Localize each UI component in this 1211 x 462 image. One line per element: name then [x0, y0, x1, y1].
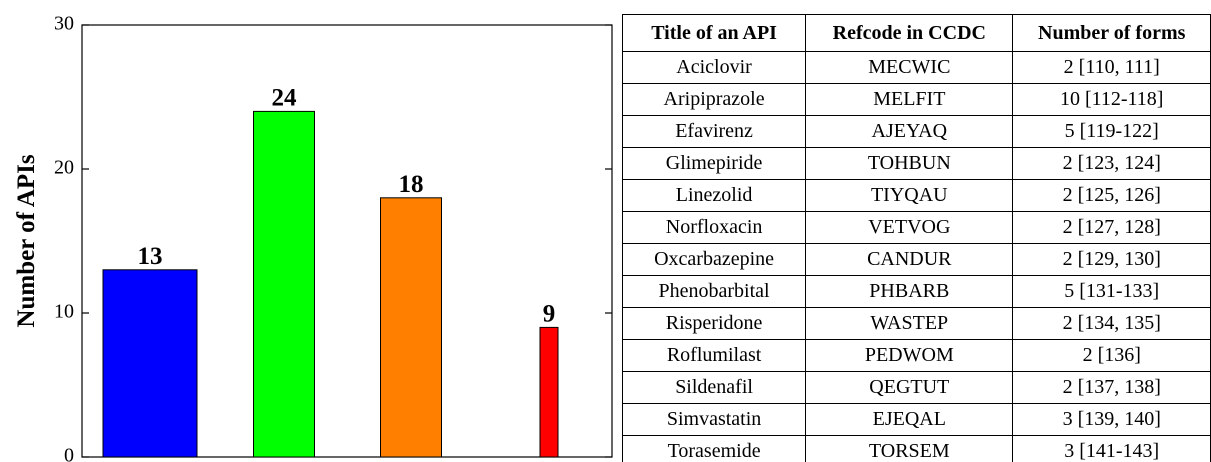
bar [539, 326, 559, 458]
plot-frame [81, 24, 613, 458]
table-cell: AJEYAQ [805, 115, 1014, 148]
table-cell: Simvastatin [621, 403, 807, 436]
table-row: Simvastatin EJEQAL 3 [139, 140] [621, 403, 1211, 436]
table-cell: Aciclovir [621, 51, 807, 84]
table-cell: 5 [119-122] [1012, 115, 1211, 148]
table-cell: 2 [134, 135] [1012, 307, 1211, 340]
data-label: 24 [272, 84, 298, 111]
data-table: Title of an API Refcode in CCDC Number of … [621, 14, 1211, 462]
table-cell: TORSEM [805, 435, 1014, 462]
table-cell: Roflumilast [621, 339, 807, 372]
table-cell: EJEQAL [805, 403, 1014, 436]
table-cell: MECWIC [805, 51, 1014, 84]
bar [380, 197, 442, 458]
table-body: Aciclovir MECWIC 2 [110, 111] Aripiprazole M… [621, 51, 1211, 462]
y-tick-label: 30 [54, 13, 74, 35]
table-cell: Oxcarbazepine [621, 243, 807, 276]
table-cell: Norfloxacin [621, 211, 807, 244]
table-cell: Efavirenz [621, 115, 807, 148]
y-tick-label: 20 [54, 157, 74, 179]
header-cell: Refcode in CCDC [805, 14, 1014, 52]
table-cell: VETVOG [805, 211, 1014, 244]
table-row: Glimepiride TOHBUN 2 [123, 124] [621, 147, 1211, 180]
table-cell: 2 [123, 124] [1012, 147, 1211, 180]
y-axis-label: Number of APIs [13, 154, 40, 327]
header-cell: Title of an API [621, 14, 807, 52]
table-cell: 2 [125, 126] [1012, 179, 1211, 212]
table-row: Norfloxacin VETVOG 2 [127, 128] [621, 211, 1211, 244]
table-cell: 2 [127, 128] [1012, 211, 1211, 244]
header-row: Title of an API Refcode in CCDC Number of … [621, 14, 1211, 52]
table-cell: PEDWOM [805, 339, 1014, 372]
table-cell: Phenobarbital [621, 275, 807, 308]
y-tick-label: 10 [54, 301, 74, 323]
bar [253, 110, 315, 458]
table-row: Efavirenz AJEYAQ 5 [119-122] [621, 115, 1211, 148]
table-cell: 2 [110, 111] [1012, 51, 1211, 84]
table-cell: Aripiprazole [621, 83, 807, 116]
table-cell: CANDUR [805, 243, 1014, 276]
table-row: Torasemide TORSEM 3 [141-143] [621, 435, 1211, 462]
header-cell: Number of forms [1012, 14, 1211, 52]
table-row: Aciclovir MECWIC 2 [110, 111] [621, 51, 1211, 84]
table-row: Oxcarbazepine CANDUR 2 [129, 130] [621, 243, 1211, 276]
table-row: Linezolid TIYQAU 2 [125, 126] [621, 179, 1211, 212]
table-cell: 5 [131-133] [1012, 275, 1211, 308]
table-row: Phenobarbital PHBARB 5 [131-133] [621, 275, 1211, 308]
table-row: Sildenafil QEGTUT 2 [137, 138] [621, 371, 1211, 404]
table-cell: 2 [137, 138] [1012, 371, 1211, 404]
table-cell: WASTEP [805, 307, 1014, 340]
table-cell: 3 [141-143] [1012, 435, 1211, 462]
table-cell: Torasemide [621, 435, 807, 462]
table-cell: Sildenafil [621, 371, 807, 404]
table-cell: Risperidone [621, 307, 807, 340]
chart: Number of APIs 0 10 20 30 13 24 18 9 [13, 13, 613, 462]
table-cell: Glimepiride [621, 147, 807, 180]
table-row: Risperidone WASTEP 2 [134, 135] [621, 307, 1211, 340]
data-label: 9 [543, 300, 556, 327]
table-cell: MELFIT [805, 83, 1014, 116]
table-cell: TOHBUN [805, 147, 1014, 180]
table-cell: 2 [136] [1012, 339, 1211, 372]
table-row: Aripiprazole MELFIT 10 [112-118] [621, 83, 1211, 116]
table-cell: 2 [129, 130] [1012, 243, 1211, 276]
data-label: 13 [138, 243, 163, 270]
table-cell: 10 [112-118] [1012, 83, 1211, 116]
table-cell: QEGTUT [805, 371, 1014, 404]
table-cell: 3 [139, 140] [1012, 403, 1211, 436]
table-row: Roflumilast PEDWOM 2 [136] [621, 339, 1211, 372]
data-label: 18 [399, 171, 424, 198]
table-cell: Linezolid [621, 179, 807, 212]
table-cell: TIYQAU [805, 179, 1014, 212]
bar [102, 269, 198, 458]
table-cell: PHBARB [805, 275, 1014, 308]
y-tick-label: 0 [64, 445, 74, 462]
